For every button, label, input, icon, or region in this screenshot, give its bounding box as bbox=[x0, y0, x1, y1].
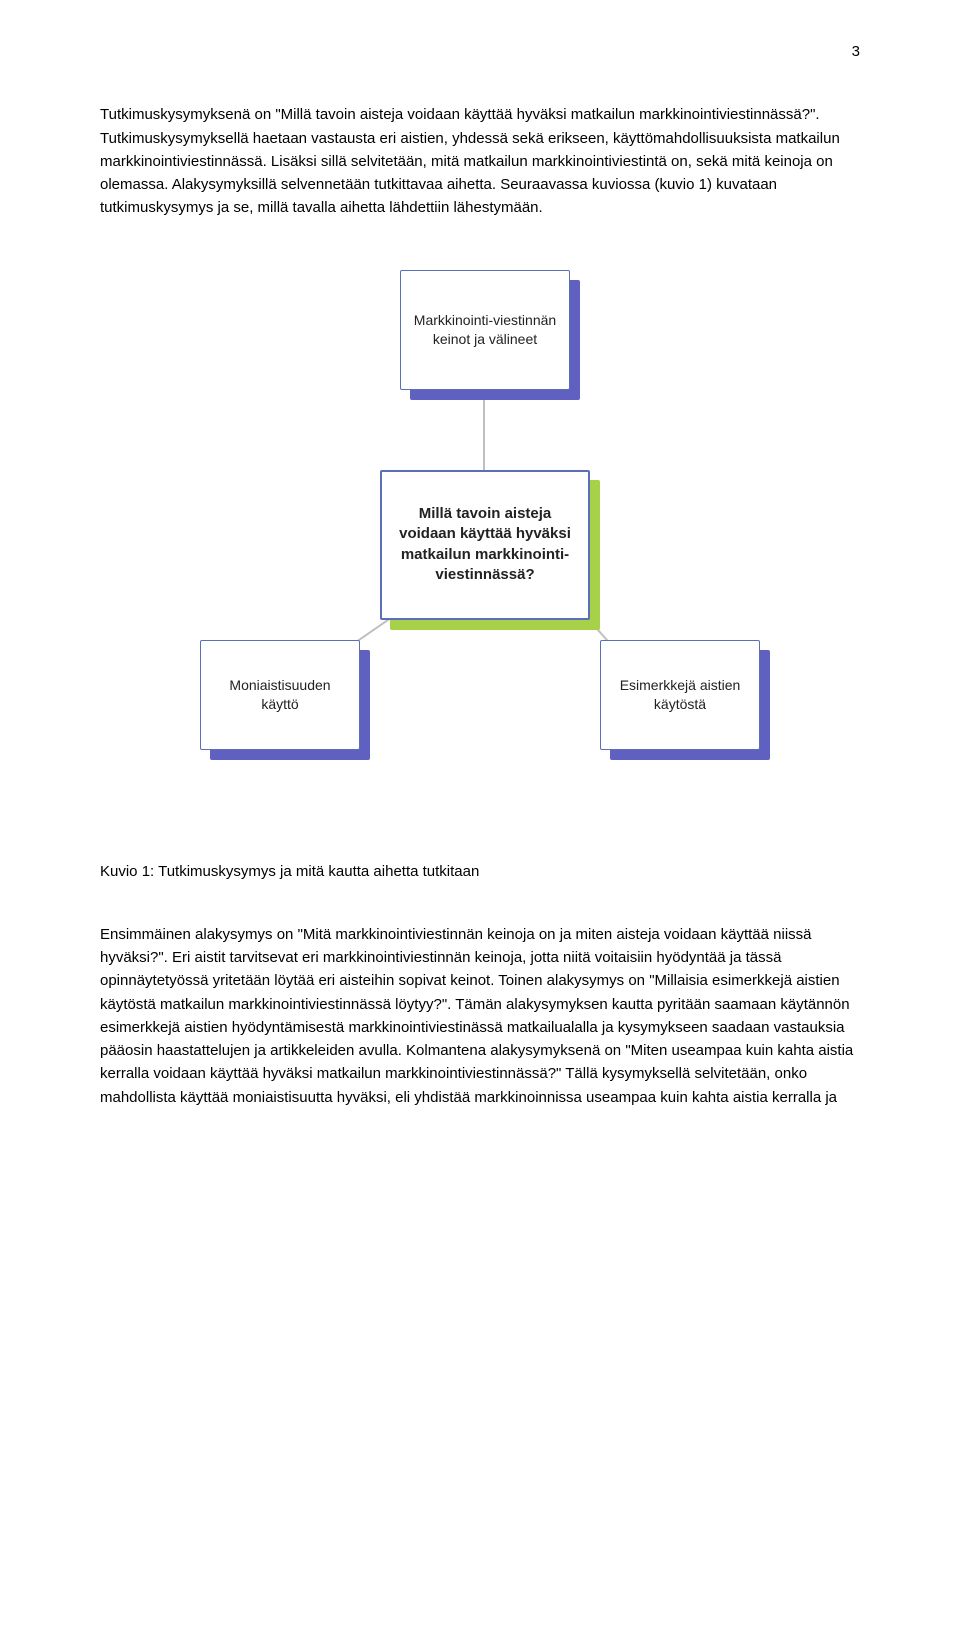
diagram-container: Markkinointi-viestinnän keinot ja väline… bbox=[100, 260, 860, 800]
node-center-label: Millä tavoin aisteja voidaan käyttää hyv… bbox=[390, 504, 580, 585]
node-top-label: Markkinointi-viestinnän keinot ja väline… bbox=[409, 311, 561, 349]
node-left-label: Moniaistisuuden käyttö bbox=[209, 676, 351, 714]
page-number: 3 bbox=[100, 40, 860, 63]
node-top: Markkinointi-viestinnän keinot ja väline… bbox=[400, 270, 570, 390]
node-center: Millä tavoin aisteja voidaan käyttää hyv… bbox=[380, 470, 590, 620]
explanation-paragraph: Ensimmäinen alakysymys on "Mitä markkino… bbox=[100, 923, 860, 1109]
research-question-diagram: Markkinointi-viestinnän keinot ja väline… bbox=[200, 260, 760, 800]
node-right: Esimerkkejä aistien käytöstä bbox=[600, 640, 760, 750]
intro-paragraph: Tutkimuskysymyksenä on "Millä tavoin ais… bbox=[100, 103, 860, 219]
node-right-label: Esimerkkejä aistien käytöstä bbox=[609, 676, 751, 714]
node-left: Moniaistisuuden käyttö bbox=[200, 640, 360, 750]
figure-caption: Kuvio 1: Tutkimuskysymys ja mitä kautta … bbox=[100, 860, 860, 883]
edge-top-center bbox=[483, 395, 485, 472]
